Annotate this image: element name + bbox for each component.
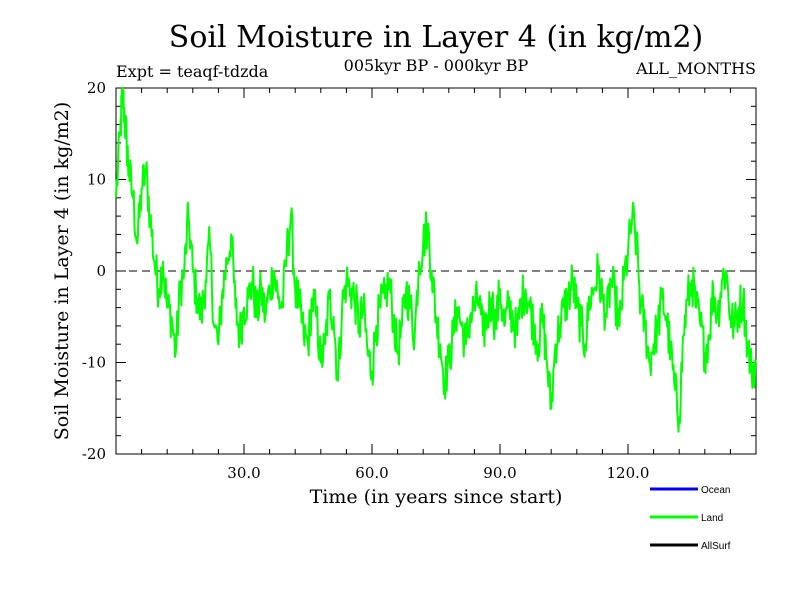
chart-subtitle: 005kyr BP - 000kyr BP bbox=[344, 56, 529, 75]
y-axis-label: Soil Moisture in Layer 4 (in kg/m2) bbox=[51, 102, 73, 441]
y-tick-label: -10 bbox=[82, 354, 106, 372]
y-tick-label: 10 bbox=[87, 171, 106, 189]
legend-label-land: Land bbox=[701, 513, 723, 524]
expt-label: Expt = teaqf-tdzda bbox=[116, 62, 269, 81]
x-tick-label: 30.0 bbox=[227, 464, 260, 482]
legend: Ocean Land AllSurf bbox=[650, 485, 731, 552]
months-label: ALL_MONTHS bbox=[635, 59, 756, 78]
x-tick-label: 90.0 bbox=[483, 464, 516, 482]
y-tick-label: 20 bbox=[87, 79, 106, 97]
tick-labels: -20 -10 0 10 20 30.0 60.0 90.0 120.0 bbox=[82, 79, 650, 482]
x-tick-label: 120.0 bbox=[607, 464, 650, 482]
series-land-line bbox=[115, 87, 757, 433]
y-tick-label: -20 bbox=[82, 445, 106, 463]
chart-title: Soil Moisture in Layer 4 (in kg/m2) bbox=[169, 20, 703, 55]
legend-label-allsurf: AllSurf bbox=[701, 541, 731, 552]
legend-label-ocean: Ocean bbox=[701, 485, 730, 496]
x-tick-label: 60.0 bbox=[355, 464, 388, 482]
y-tick-label: 0 bbox=[96, 262, 106, 280]
x-axis-label: Time (in years since start) bbox=[310, 486, 563, 508]
